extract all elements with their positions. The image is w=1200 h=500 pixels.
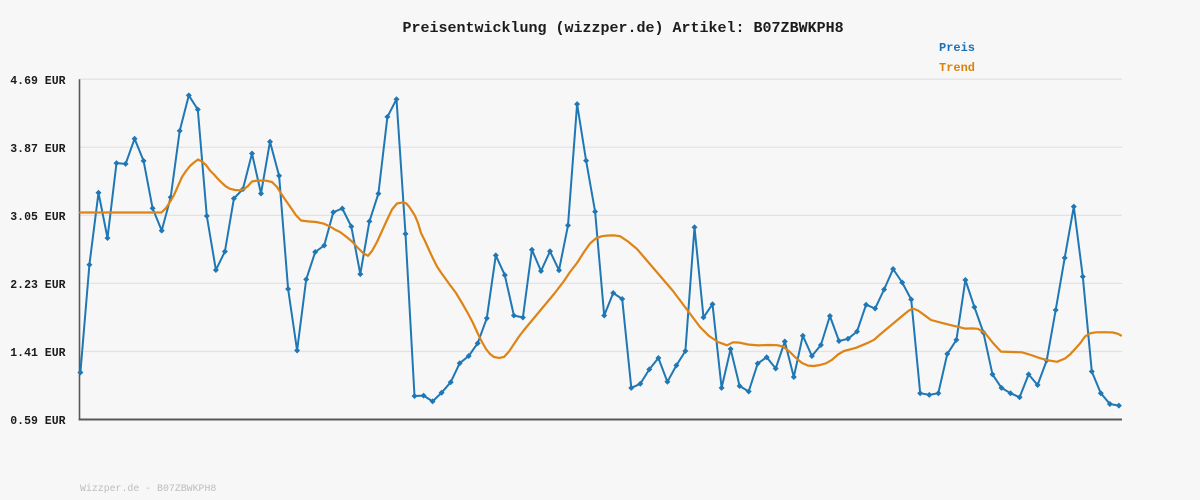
- svg-text:2.23 EUR: 2.23 EUR: [10, 279, 65, 292]
- svg-text:0.59 EUR: 0.59 EUR: [10, 415, 65, 428]
- svg-text:4.69 EUR: 4.69 EUR: [10, 75, 65, 88]
- svg-text:3.05 EUR: 3.05 EUR: [10, 211, 65, 224]
- svg-text:1.41 EUR: 1.41 EUR: [10, 347, 65, 360]
- svg-text:3.87 EUR: 3.87 EUR: [10, 143, 65, 156]
- svg-text:Preis: Preis: [939, 41, 975, 55]
- svg-text:Wizzper.de - B07ZBWKPH8: Wizzper.de - B07ZBWKPH8: [80, 483, 216, 494]
- svg-text:Preisentwicklung (wizzper.de): Preisentwicklung (wizzper.de) Artikel: B…: [403, 20, 844, 37]
- svg-text:Trend: Trend: [939, 61, 975, 75]
